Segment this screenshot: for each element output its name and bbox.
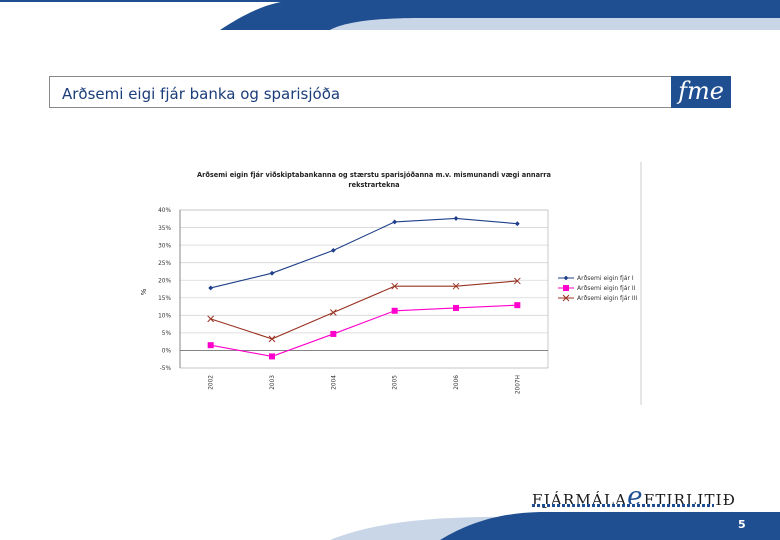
y-tick-label: 15% — [158, 296, 171, 302]
data-point — [453, 216, 459, 221]
data-point — [330, 330, 337, 337]
data-point — [391, 282, 399, 290]
data-point — [329, 309, 337, 316]
y-tick-label: 25% — [158, 261, 171, 267]
data-point — [563, 275, 569, 281]
data-point — [330, 247, 336, 253]
data-point — [269, 353, 275, 360]
y-axis-label: % — [140, 288, 148, 295]
chart-title: Arðsemi eigin fjár viðskiptabankanna og … — [197, 171, 551, 189]
brand-underline — [532, 504, 714, 507]
x-tick-label: 2007H — [515, 375, 521, 394]
series-line — [210, 304, 518, 357]
data-point — [453, 304, 459, 311]
data-point — [207, 315, 215, 323]
series-line — [210, 280, 518, 340]
data-point — [563, 285, 569, 291]
slide-title: Arðsemi eigi fjár banka og sparisjóða — [62, 85, 341, 103]
roe-line-chart: Arðsemi eigin fjár viðskiptabankanna og … — [140, 162, 642, 405]
y-tick-label: 0% — [162, 349, 172, 355]
x-tick-label: 2002 — [209, 375, 215, 390]
chart-series — [207, 216, 521, 360]
legend-item-1: Arðsemi eigin fjár I — [558, 275, 634, 282]
data-point — [562, 294, 570, 302]
data-point — [269, 270, 275, 276]
y-tick-label: -5% — [160, 366, 172, 372]
x-tick-label: 2004 — [331, 375, 337, 390]
series-line — [210, 217, 518, 289]
y-tick-label: 10% — [158, 314, 171, 320]
fme-logo: fme — [671, 76, 731, 108]
y-axis-ticks: 40% 35% 30% 25% 20% 15% 10% 5% 0% -5% — [158, 208, 171, 372]
x-tick-label: 2006 — [454, 375, 460, 390]
x-axis-ticks: 2002 2003 2004 2005 2006 2007H — [209, 375, 522, 394]
data-point — [268, 335, 276, 343]
chart-gridlines — [179, 209, 549, 369]
chart-axes — [179, 210, 548, 368]
legend-item-2: Arðsemi eigin fjár II — [558, 285, 636, 292]
slide-title-bar: Arðsemi eigi fjár banka og sparisjóða fm… — [49, 76, 731, 108]
data-point — [392, 219, 398, 225]
legend-label: Arðsemi eigin fjár III — [577, 295, 637, 302]
plot-area — [179, 209, 549, 369]
legend-label: Arðsemi eigin fjár II — [577, 285, 636, 292]
x-tick-label: 2003 — [270, 375, 276, 390]
top-decorative-band — [0, 0, 780, 30]
chart-legend: Arðsemi eigin fjár I Arðsemi eigin fjár I… — [558, 275, 637, 302]
data-point — [513, 277, 521, 285]
bottom-decorative-band — [330, 512, 780, 540]
y-tick-label: 30% — [158, 243, 171, 249]
series-3 — [207, 277, 521, 343]
data-point — [207, 342, 214, 349]
x-tick-label: 2005 — [393, 375, 399, 390]
chart-title-line: Arðsemi eigin fjár viðskiptabankanna og … — [197, 171, 551, 179]
page-number: 5 — [738, 518, 746, 531]
series-1 — [208, 216, 520, 291]
legend-item-3: Arðsemi eigin fjár III — [558, 294, 637, 302]
data-point — [208, 285, 214, 291]
data-point — [514, 221, 520, 227]
y-tick-label: 20% — [158, 278, 171, 284]
data-point — [452, 282, 460, 290]
series-2 — [207, 302, 521, 360]
legend-label: Arðsemi eigin fjár I — [577, 275, 634, 282]
y-tick-label: 40% — [158, 208, 171, 214]
y-tick-label: 5% — [162, 331, 172, 337]
fjarmalaeftirlitid-logo: FJÁRMÁLAeFTIRLITIÐ — [532, 480, 735, 512]
y-tick-label: 35% — [158, 226, 171, 232]
data-point — [391, 307, 398, 314]
chart-title-line: rekstrartekna — [348, 181, 399, 189]
data-point — [514, 302, 521, 309]
